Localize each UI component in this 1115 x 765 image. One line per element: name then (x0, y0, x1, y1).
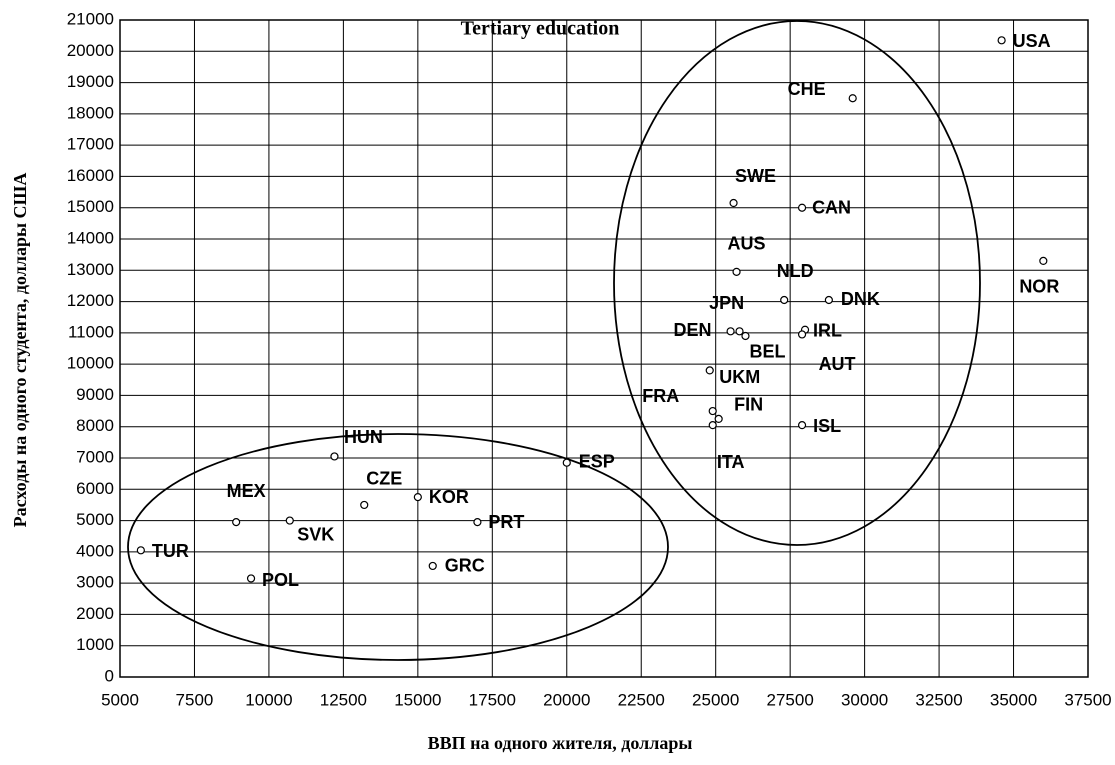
x-axis-title: ВВП на одного жителя, доллары (428, 733, 693, 753)
point-label: ITA (717, 452, 745, 472)
point-label: AUS (728, 234, 766, 254)
y-tick-label: 15000 (67, 197, 114, 216)
y-tick-label: 4000 (76, 541, 114, 560)
cluster-ellipse (613, 20, 981, 546)
x-tick-label: 27500 (767, 690, 814, 709)
point-label: AUT (819, 354, 856, 374)
x-tick-label: 25000 (692, 690, 739, 709)
x-tick-label: 30000 (841, 690, 888, 709)
y-tick-label: 10000 (67, 354, 114, 373)
point-label: FRA (642, 386, 679, 406)
point (726, 327, 735, 336)
y-tick-label: 8000 (76, 416, 114, 435)
point-label: NOR (1019, 277, 1059, 297)
x-tick-label: 10000 (245, 690, 292, 709)
x-tick-label: 5000 (101, 690, 139, 709)
point (732, 267, 741, 276)
y-axis-title: Расходы на одного студента, доллары США (10, 173, 30, 528)
point-label: CAN (812, 197, 851, 217)
point (473, 518, 482, 527)
point-label: IRL (813, 320, 842, 340)
y-tick-label: 13000 (67, 260, 114, 279)
y-tick-label: 9000 (76, 385, 114, 404)
point (708, 421, 717, 430)
x-tick-label: 20000 (543, 690, 590, 709)
point-label: FIN (734, 395, 763, 415)
y-tick-label: 11000 (68, 322, 114, 341)
point-label: MEX (227, 481, 266, 501)
y-tick-label: 18000 (67, 103, 114, 122)
point-label: POL (262, 570, 299, 590)
point-label: KOR (429, 487, 469, 507)
point (797, 421, 807, 430)
point-label: SVK (297, 524, 334, 544)
y-tick-label: 2000 (76, 604, 114, 623)
y-tick-label: 20000 (67, 41, 114, 60)
point (797, 203, 807, 212)
x-tick-label: 32500 (915, 690, 962, 709)
point-label: HUN (344, 427, 383, 447)
point (413, 493, 422, 502)
point-label: UKM (719, 367, 760, 387)
point-label: USA (1013, 31, 1051, 51)
chart-title: Tertiary education (461, 18, 620, 40)
point (428, 561, 437, 571)
point (246, 574, 256, 583)
x-tick-label: 37500 (1064, 690, 1111, 709)
point (360, 500, 369, 510)
y-tick-label: 19000 (67, 72, 114, 91)
point (285, 516, 294, 525)
y-tick-label: 6000 (76, 479, 114, 498)
x-tick-label: 35000 (990, 690, 1037, 709)
point-label: TUR (152, 541, 189, 561)
point-label: BEL (749, 342, 785, 362)
y-tick-label: 0 (105, 666, 114, 685)
point-label: DNK (841, 289, 880, 309)
point (136, 546, 145, 555)
y-tick-label: 16000 (67, 166, 114, 185)
point (824, 295, 833, 305)
point (562, 458, 571, 467)
y-tick-label: 5000 (76, 510, 114, 529)
point-label: DEN (674, 320, 712, 340)
y-tick-label: 14000 (67, 228, 114, 247)
point-label: PRT (488, 512, 524, 532)
plot-frame (119, 19, 1089, 678)
point (708, 406, 717, 416)
y-tick-label: 7000 (76, 447, 114, 466)
y-tick-label: 21000 (67, 9, 114, 28)
point (729, 198, 738, 208)
y-tick-label: 1000 (76, 635, 114, 654)
point (330, 452, 339, 461)
point (741, 331, 750, 341)
point-label: ISL (813, 416, 841, 436)
point (780, 295, 789, 305)
x-tick-label: 17500 (469, 690, 516, 709)
x-tick-label: 12500 (320, 690, 367, 709)
y-tick-label: 3000 (76, 573, 114, 592)
point-label: ESP (579, 451, 615, 471)
x-tick-label: 15000 (394, 690, 441, 709)
cluster-ellipse (127, 433, 669, 661)
point (1039, 256, 1048, 265)
y-tick-label: 12000 (67, 291, 114, 310)
point-label: SWE (735, 166, 776, 186)
point (714, 414, 723, 423)
point (735, 327, 744, 336)
point-label: NLD (777, 261, 814, 281)
point (797, 330, 807, 339)
point-label: GRC (445, 556, 485, 576)
point-label: CHE (788, 79, 826, 99)
point-label: CZE (366, 469, 402, 489)
point (848, 94, 857, 103)
point (705, 366, 714, 375)
x-tick-label: 22500 (618, 690, 665, 709)
y-tick-label: 17000 (67, 135, 114, 154)
x-tick-label: 7500 (176, 690, 214, 709)
point-label: JPN (709, 293, 744, 313)
point (232, 518, 241, 527)
point (997, 36, 1006, 45)
